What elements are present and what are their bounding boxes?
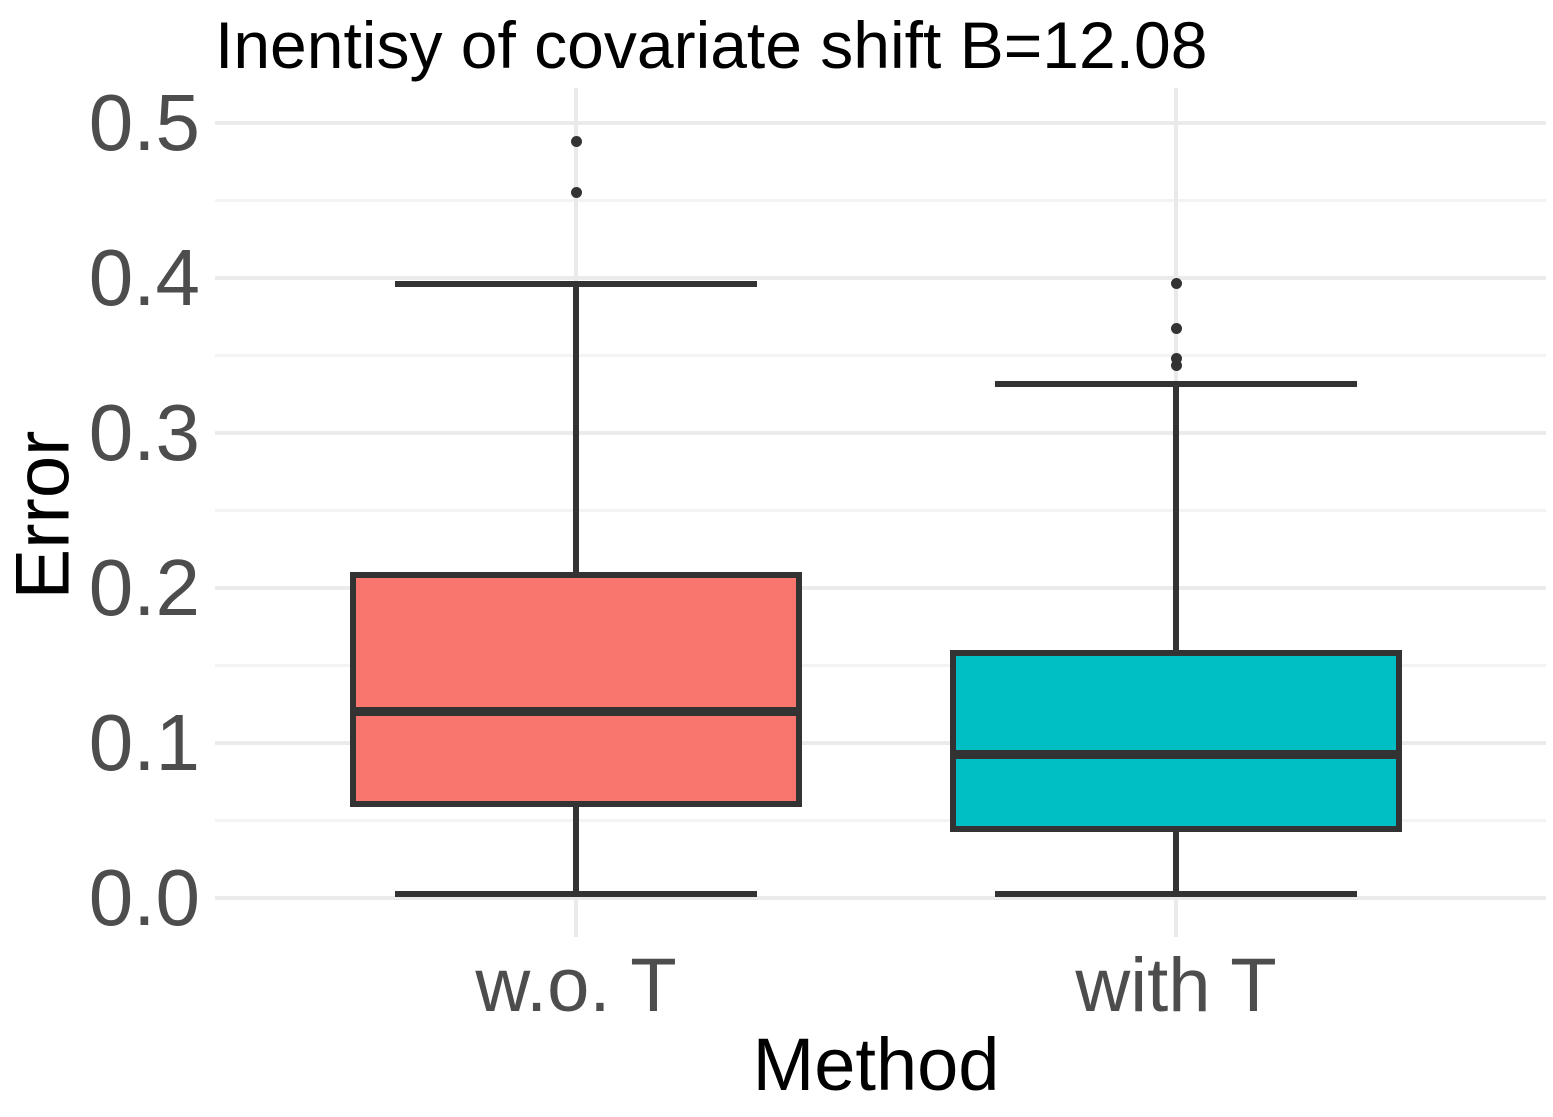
- y-tick-label: 0.2: [88, 542, 200, 632]
- median-line: [350, 707, 802, 716]
- x-axis-title: Method: [752, 1023, 1000, 1106]
- x-tick-label: w.o. T: [475, 943, 677, 1028]
- y-tick-label: 0.5: [88, 77, 200, 167]
- minor-gridline: [215, 508, 1546, 512]
- minor-gridline: [215, 818, 1546, 822]
- outlier-dot: [1170, 352, 1182, 364]
- chart-title: Inentisy of covariate shift B=12.08: [215, 8, 1208, 82]
- outlier-dot: [1170, 323, 1182, 335]
- x-tick-label: with T: [1075, 943, 1277, 1028]
- outlier-dot: [1170, 278, 1182, 290]
- major-gridline: [215, 585, 1546, 590]
- whisker-cap: [395, 891, 757, 898]
- major-gridline: [215, 120, 1546, 125]
- lower-whisker: [573, 804, 579, 895]
- whisker-cap: [395, 280, 757, 287]
- minor-gridline: [215, 198, 1546, 202]
- box-with-t: [950, 649, 1402, 833]
- whisker-cap: [995, 891, 1357, 898]
- y-tick-label: 0.1: [88, 697, 200, 787]
- outlier-dot: [1170, 360, 1182, 372]
- whisker-cap: [995, 381, 1357, 388]
- major-gridline: [215, 895, 1546, 900]
- minor-gridline: [215, 663, 1546, 667]
- major-gridline: [215, 275, 1546, 280]
- box-wo-t: [350, 572, 802, 808]
- outlier-dot: [570, 186, 582, 198]
- y-tick-label: 0.3: [88, 387, 200, 477]
- lower-whisker: [1173, 829, 1179, 895]
- upper-whisker: [573, 283, 579, 576]
- minor-gridline: [215, 353, 1546, 357]
- y-tick-label: 0.0: [88, 852, 200, 942]
- major-gridline: [215, 430, 1546, 435]
- major-gridline: [215, 740, 1546, 745]
- upper-whisker: [1173, 384, 1179, 653]
- outlier-dot: [570, 135, 582, 147]
- y-tick-label: 0.4: [88, 232, 200, 322]
- median-line: [950, 750, 1402, 760]
